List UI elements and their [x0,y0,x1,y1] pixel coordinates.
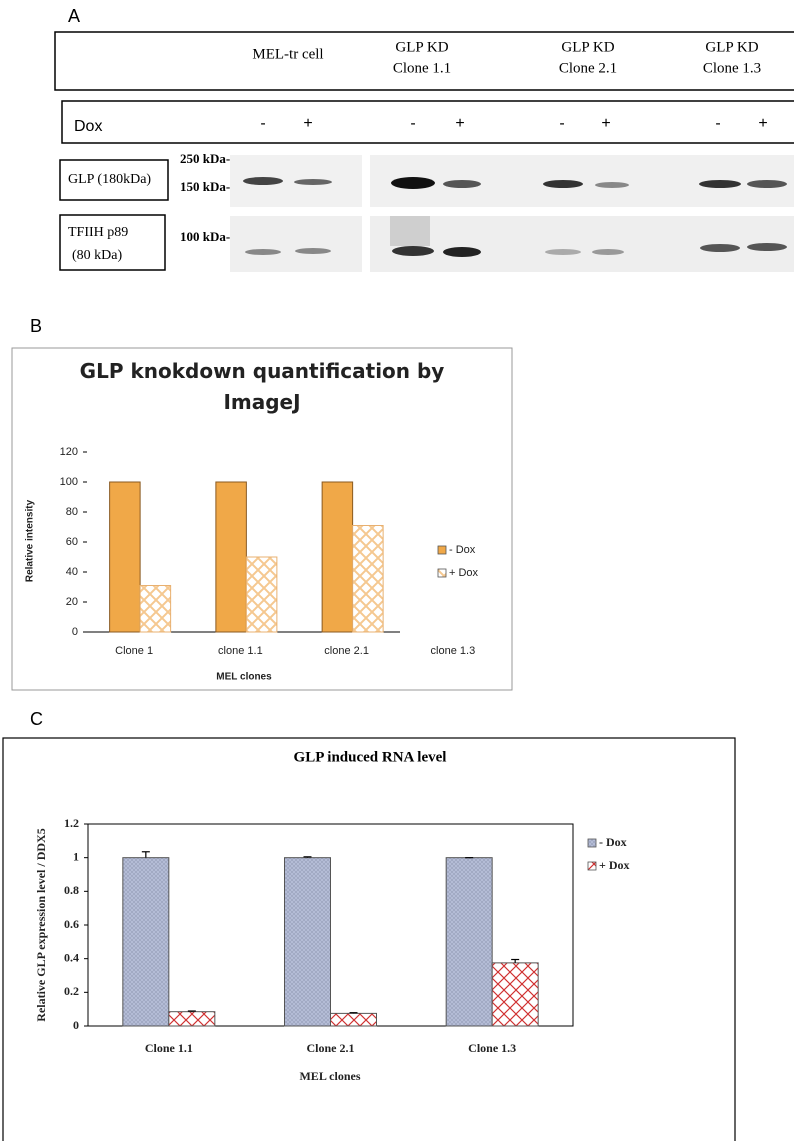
chart-frame [2,737,736,1141]
row-label-box [59,214,166,271]
y-tick-label: 1.2 [64,816,79,830]
chart-title: GLP induced RNA level [294,749,447,765]
row-label: (80 kDa) [72,248,122,263]
legend-swatch [437,545,447,555]
error-bar [303,856,312,858]
y-tick-label: 0.8 [64,883,79,897]
bar [352,525,384,633]
y-tick-label: 60 [66,536,78,548]
chart-frame [11,347,513,691]
y-tick-label: 0 [73,1018,79,1032]
x-tick-label: clone 1.1 [218,645,263,657]
bar [321,481,354,633]
legend-label: + Dox [449,567,479,579]
column-label: Clone 1.3 [703,60,761,76]
dox-box [61,100,794,144]
dox-row: - + - + - + - + [260,115,767,132]
dox-state: + [758,115,767,132]
panel-label: B [30,316,42,336]
y-tick-label: 0 [72,626,78,638]
dox-state: + [303,115,312,132]
bar [284,857,331,1027]
legend-label: - Dox [449,544,476,556]
row-label: GLP (180kDa) [68,172,151,187]
y-tick-label: 40 [66,566,78,578]
bar [245,556,278,633]
bar [122,857,170,1027]
y-tick-label: 1 [73,849,79,863]
size-marker: 100 kDa- [180,229,230,244]
bar [445,857,493,1027]
bar [139,585,172,633]
dox-state: - [559,115,564,132]
x-tick-label: clone 1.3 [431,645,476,657]
bar [168,1011,216,1027]
column-label: GLP KD [561,39,614,55]
x-tick-label: clone 2.1 [324,645,369,657]
error-bar [141,851,150,858]
x-tick-label: Clone 1.3 [468,1041,516,1055]
y-tick-label: 0.4 [64,950,79,964]
y-tick-label: 120 [60,446,78,458]
error-bar [511,958,520,963]
error-bar [187,1010,196,1012]
bar [330,1012,377,1027]
column-label: Clone 1.1 [393,60,451,76]
y-tick-label: 0.6 [64,917,79,931]
x-axis-label: MEL clones [299,1069,360,1083]
header-box [54,31,794,91]
size-marker: 250 kDa- [180,151,230,166]
size-marker: 150 kDa- [180,179,230,194]
bar [491,962,539,1027]
legend-label: - Dox [599,835,627,849]
y-tick-label: 0.2 [64,984,79,998]
y-tick-label: 20 [66,596,78,608]
panel-label: C [30,709,43,729]
error-bar [349,1012,358,1014]
legend-label: + Dox [599,858,630,872]
dox-label: Dox [74,118,102,135]
column-label: Clone 2.1 [559,60,617,76]
y-tick-label: 100 [60,476,78,488]
row-label-box [59,159,169,201]
x-tick-label: Clone 1.1 [145,1041,193,1055]
y-axis-label: Relative intensity [25,499,36,582]
legend-swatch [587,838,597,848]
y-axis-label: Relative GLP expression level / DDX5 [34,828,48,1021]
x-axis-label: MEL clones [216,672,272,683]
bar [215,481,247,633]
legend-swatch [437,568,447,578]
column-label: GLP KD [705,39,758,55]
row-label: TFIIH p89 [68,225,128,240]
column-label: MEL-tr cell [252,46,323,62]
dox-state: - [260,115,265,132]
blot-image [230,155,794,272]
column-label: GLP KD [395,39,448,55]
y-tick-label: 80 [66,506,78,518]
bar [109,481,141,633]
chart-title: GLP knokdown quantification by ImageJ [79,359,445,414]
panel-label: A [68,6,80,26]
legend-swatch [587,861,597,871]
x-tick-label: Clone 1 [115,645,153,657]
x-tick-label: Clone 2.1 [307,1041,355,1055]
dox-state: - [410,115,415,132]
dox-state: + [601,115,610,132]
dox-state: + [455,115,464,132]
dox-state: - [715,115,720,132]
